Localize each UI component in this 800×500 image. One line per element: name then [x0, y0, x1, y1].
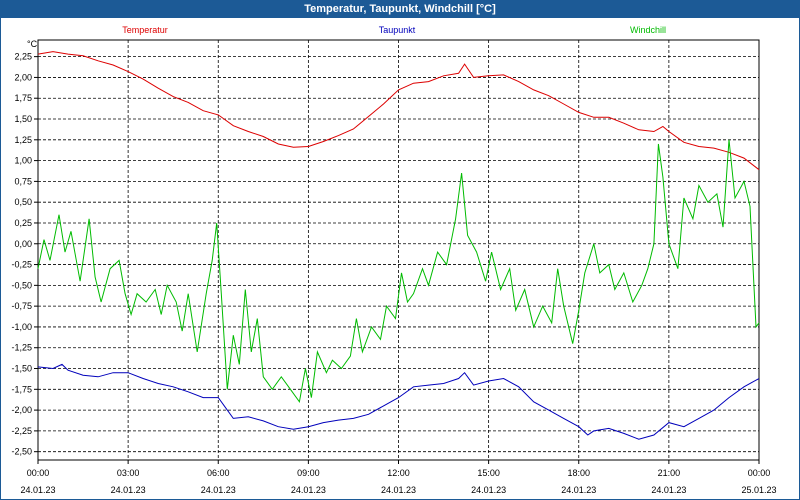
- legend-item-temperatur: Temperatur: [122, 25, 168, 35]
- y-tick-label: 1,75: [14, 93, 32, 103]
- x-tick-date-label: 24.01.23: [381, 485, 416, 495]
- y-axis: 2,25 2,00 1,75 1,50 1,25 1,00 0,75 0,50 0,25 0,00…: [11, 52, 38, 457]
- series-line-taupunkt: [37, 363, 760, 440]
- y-tick-label: -1,25: [11, 343, 32, 353]
- y-tick-label: 1,25: [14, 135, 32, 145]
- legend-item-taupunkt: Taupunkt: [379, 25, 416, 35]
- legend: Temperatur Taupunkt Windchill: [122, 25, 666, 35]
- y-tick-label: 0,00: [14, 239, 32, 249]
- y-tick-label: -2,50: [11, 447, 32, 457]
- x-tick-time-label: 12:00: [387, 468, 410, 478]
- x-tick-time-label: 03:00: [117, 468, 140, 478]
- x-tick-date-label: 24.01.23: [20, 485, 55, 495]
- y-tick-label: 0,50: [14, 197, 32, 207]
- x-tick-time-label: 21:00: [658, 468, 681, 478]
- chart-title: Temperatur, Taupunkt, Windchill [°C]: [0, 0, 800, 18]
- y-tick-label: 2,25: [14, 52, 32, 62]
- y-tick-label: -0,25: [11, 260, 32, 270]
- y-tick-label: -1,50: [11, 364, 32, 374]
- x-tick-date-label: 24.01.23: [291, 485, 326, 495]
- x-tick-time-label: 06:00: [207, 468, 230, 478]
- y-tick-label: -0,75: [11, 301, 32, 311]
- y-tick-label: 2,00: [14, 72, 32, 82]
- series-lines: [37, 51, 760, 440]
- y-tick-label: -0,50: [11, 280, 32, 290]
- series-line-windchill: [37, 139, 760, 404]
- gridlines: [38, 40, 759, 460]
- y-tick-label: -2,25: [11, 426, 32, 436]
- y-tick-label: -1,00: [11, 322, 32, 332]
- x-tick-date-label: 24.01.23: [471, 485, 506, 495]
- y-axis-unit: °C: [27, 39, 38, 49]
- x-tick-date-label: 24.01.23: [201, 485, 236, 495]
- x-tick-date-label: 24.01.23: [561, 485, 596, 495]
- x-tick-time-label: 00:00: [748, 468, 771, 478]
- y-tick-label: 1,00: [14, 156, 32, 166]
- series-line-temperatur: [37, 51, 760, 171]
- x-tick-time-label: 09:00: [297, 468, 320, 478]
- legend-item-windchill: Windchill: [630, 25, 666, 35]
- x-axis: 00:00 24.01.23 03:00 24.01.23 06:00 24.01.23 0…: [20, 460, 777, 495]
- y-tick-label: 0,25: [14, 218, 32, 228]
- x-tick-time-label: 15:00: [477, 468, 500, 478]
- y-tick-label: -2,00: [11, 405, 32, 415]
- x-tick-date-label: 24.01.23: [651, 485, 686, 495]
- x-tick-date-label: 24.01.23: [111, 485, 146, 495]
- x-tick-time-label: 00:00: [27, 468, 50, 478]
- y-tick-label: -1,75: [11, 384, 32, 394]
- x-tick-date-label: 25.01.23: [741, 485, 776, 495]
- y-tick-label: 1,50: [14, 114, 32, 124]
- x-tick-time-label: 18:00: [567, 468, 590, 478]
- y-tick-label: 0,75: [14, 176, 32, 186]
